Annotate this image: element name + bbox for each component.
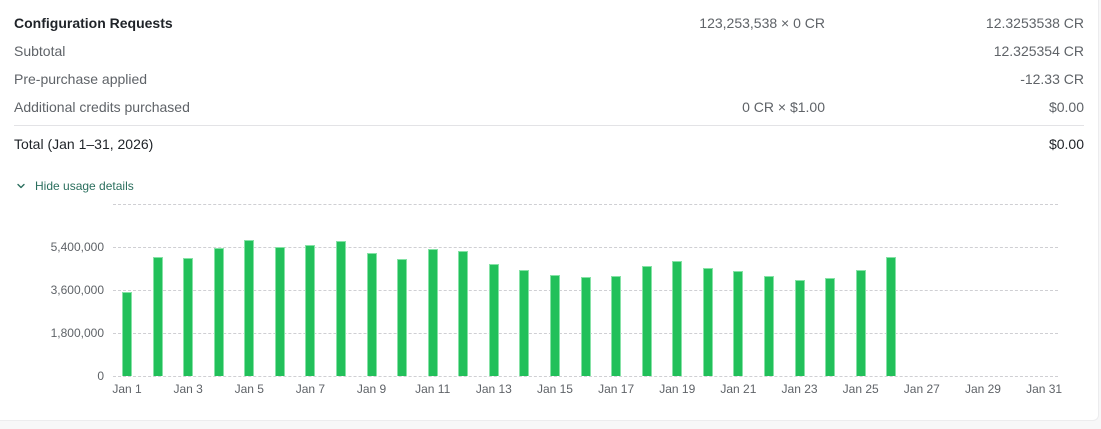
usage-bar[interactable] xyxy=(183,257,194,376)
total-row: Total (Jan 1–31, 2026) $0.00 xyxy=(14,130,1084,158)
subtotal-amount: 12.325354 CR xyxy=(993,43,1084,59)
subtotal-label: Subtotal xyxy=(14,43,66,59)
additional-credits-calculation: 0 CR × $1.00 xyxy=(742,99,825,115)
usage-bar[interactable] xyxy=(549,274,560,376)
usage-bar[interactable] xyxy=(672,260,683,376)
usage-bar[interactable] xyxy=(244,239,255,376)
usage-bar[interactable] xyxy=(794,279,805,376)
usage-bar[interactable] xyxy=(458,251,469,376)
total-divider xyxy=(14,125,1084,126)
hide-usage-details-label: Hide usage details xyxy=(35,179,134,193)
x-axis-tick-label: Jan 13 xyxy=(475,382,512,396)
usage-bar[interactable] xyxy=(641,265,652,376)
x-axis-tick-label: Jan 19 xyxy=(659,382,696,396)
usage-bar[interactable] xyxy=(274,247,285,376)
usage-bar[interactable] xyxy=(702,267,713,376)
x-axis-tick-label: Jan 1 xyxy=(112,382,142,396)
usage-bar[interactable] xyxy=(488,263,499,376)
x-axis-tick-label: Jan 5 xyxy=(234,382,264,396)
billing-card: Configuration Requests 123,253,538 × 0 C… xyxy=(0,0,1099,421)
usage-bar[interactable] xyxy=(122,291,132,376)
additional-credits-label: Additional credits purchased xyxy=(14,99,190,115)
usage-bar[interactable] xyxy=(213,247,224,376)
usage-bar[interactable] xyxy=(763,275,774,376)
line-item-label: Configuration Requests xyxy=(14,15,173,31)
hide-usage-details-toggle[interactable]: Hide usage details xyxy=(14,176,134,196)
usage-bar[interactable] xyxy=(825,277,836,376)
line-item-calculation: 123,253,538 × 0 CR xyxy=(699,15,825,31)
total-amount: $0.00 xyxy=(1048,136,1084,152)
usage-bar[interactable] xyxy=(733,270,744,376)
y-axis-tick-label: 3,600,000 xyxy=(50,282,104,297)
y-axis-tick-label: 1,800,000 xyxy=(50,325,104,340)
usage-bar[interactable] xyxy=(397,258,408,376)
total-label: Total (Jan 1–31, 2026) xyxy=(14,136,154,152)
gridline xyxy=(113,376,1058,377)
usage-bar[interactable] xyxy=(366,252,377,376)
gridline xyxy=(113,246,1058,248)
usage-bar[interactable] xyxy=(152,256,163,376)
usage-bar[interactable] xyxy=(611,275,622,376)
x-axis-tick-label: Jan 3 xyxy=(173,382,203,396)
x-axis-tick-label: Jan 23 xyxy=(781,382,818,396)
subtotal-row: Subtotal 12.325354 CR xyxy=(14,37,1084,65)
x-axis-tick-label: Jan 29 xyxy=(964,382,1001,396)
usage-bar[interactable] xyxy=(519,269,530,376)
prepurchase-amount: -12.33 CR xyxy=(1020,71,1084,87)
chevron-down-icon xyxy=(17,183,25,189)
y-axis-tick-label: 0 xyxy=(97,369,104,383)
usage-bar-chart: 0 1,800,000 3,600,000 5,400,000 Jan 1 Jan 3 Ja… xyxy=(0,203,1098,410)
x-axis-tick-label: Jan 27 xyxy=(903,382,940,396)
usage-bar[interactable] xyxy=(305,244,316,376)
usage-bar[interactable] xyxy=(886,256,897,376)
usage-bar[interactable] xyxy=(580,276,591,376)
x-axis-tick-label: Jan 15 xyxy=(536,382,573,396)
prepurchase-row: Pre-purchase applied -12.33 CR xyxy=(14,65,1084,93)
usage-bar[interactable] xyxy=(855,269,866,376)
x-axis-tick-label: Jan 11 xyxy=(415,382,451,396)
y-axis-tick-label: 5,400,000 xyxy=(50,239,104,254)
usage-bar[interactable] xyxy=(427,249,438,376)
additional-credits-amount: $0.00 xyxy=(1048,99,1084,115)
x-axis-tick-label: Jan 21 xyxy=(720,382,757,396)
additional-credits-row: Additional credits purchased 0 CR × $1.0… xyxy=(14,93,1084,121)
prepurchase-label: Pre-purchase applied xyxy=(14,71,148,87)
x-axis-tick-label: Jan 7 xyxy=(295,382,326,396)
x-axis-tick-label: Jan 17 xyxy=(598,382,635,396)
x-axis-tick-label: Jan 31 xyxy=(1026,382,1063,396)
usage-bar[interactable] xyxy=(335,241,346,376)
line-item-configuration-requests: Configuration Requests 123,253,538 × 0 C… xyxy=(14,9,1084,37)
x-axis-tick-label: Jan 25 xyxy=(842,382,879,396)
line-item-amount: 12.3253538 CR xyxy=(985,15,1084,31)
gridline-top xyxy=(113,203,1058,205)
x-axis-tick-label: Jan 9 xyxy=(356,382,387,396)
